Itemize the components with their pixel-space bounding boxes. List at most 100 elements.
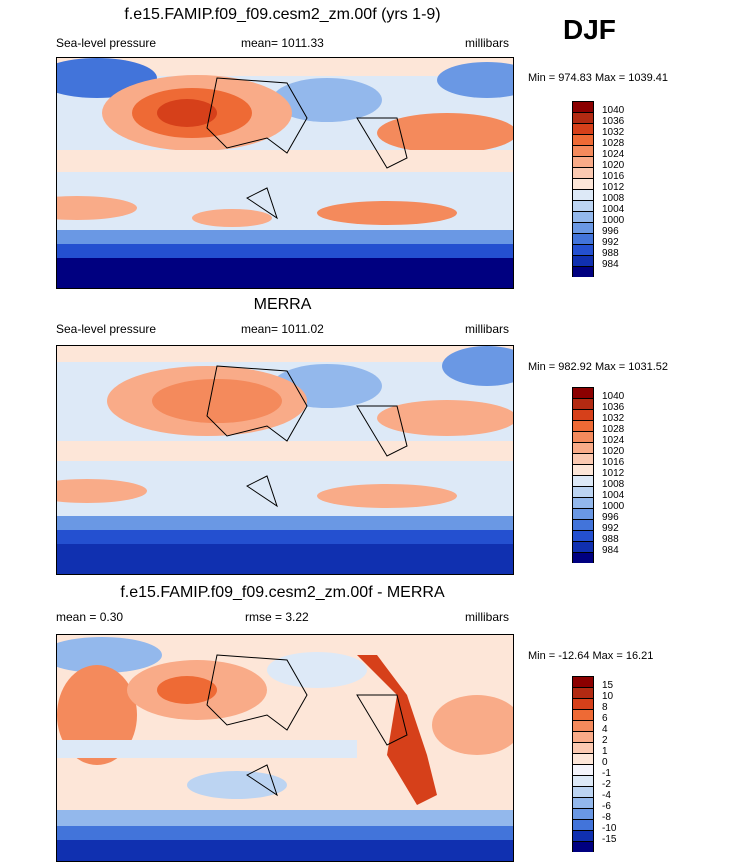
colorbar-swatch [572, 841, 594, 852]
panel2-contour-field [57, 346, 513, 574]
colorbar-swatch [572, 233, 594, 244]
colorbar-label: 1016 [602, 457, 625, 468]
colorbar-label: 1000 [602, 215, 625, 226]
colorbar-label: 992 [602, 237, 619, 248]
colorbar-swatch [572, 475, 594, 486]
panel2-units: millibars [465, 322, 510, 336]
colorbar-label: 0 [602, 757, 608, 768]
panel1-variable: Sea-level pressure [56, 36, 157, 50]
colorbar-swatch [572, 676, 594, 687]
colorbar-swatch [572, 442, 594, 453]
panel2-minmax: Min = 982.92 Max = 1031.52 [528, 361, 669, 373]
colorbar-label: -15 [602, 834, 617, 845]
colorbar-label: 1 [602, 746, 608, 757]
colorbar-swatch [572, 266, 594, 277]
colorbar-swatch [572, 112, 594, 123]
colorbar-label: -4 [602, 790, 611, 801]
colorbar-label: 1028 [602, 424, 625, 435]
panel2-colorbar: 1040 1036 1032 1028 1024 1020 1016 1012 1008 1004… [572, 387, 624, 563]
colorbar-label: 1036 [602, 116, 625, 127]
colorbar-label: 10 [602, 691, 614, 702]
colorbar-swatch [572, 123, 594, 134]
colorbar-swatch [572, 709, 594, 720]
panel1-colorbar: 1040 1036 1032 1028 1024 1020 1016 1012 1008 1004… [572, 101, 624, 277]
colorbar-swatch [572, 830, 594, 841]
colorbar-label: 1028 [602, 138, 625, 149]
panel2-map [56, 345, 514, 575]
colorbar-swatch [572, 431, 594, 442]
colorbar-swatch [572, 552, 594, 563]
colorbar-swatch [572, 134, 594, 145]
colorbar-label: 1020 [602, 446, 625, 457]
colorbar-swatch [572, 387, 594, 398]
panel3-units: millibars [465, 610, 510, 624]
colorbar-label: 4 [602, 724, 608, 735]
colorbar-swatch [572, 731, 594, 742]
colorbar-swatch [572, 222, 594, 233]
colorbar-label: 1024 [602, 149, 625, 160]
colorbar-swatch [572, 808, 594, 819]
colorbar-swatch [572, 420, 594, 431]
colorbar-swatch [572, 486, 594, 497]
colorbar-label: 988 [602, 534, 619, 545]
colorbar-label: 1032 [602, 127, 625, 138]
colorbar-label: -2 [602, 779, 611, 790]
colorbar-label: 1004 [602, 204, 625, 215]
colorbar-swatch [572, 178, 594, 189]
colorbar-label: 1024 [602, 435, 625, 446]
colorbar-swatch [572, 764, 594, 775]
colorbar-label: 1032 [602, 413, 625, 424]
colorbar-label: 984 [602, 545, 619, 556]
colorbar-swatch [572, 508, 594, 519]
panel1-title: f.e15.FAMIP.f09_f09.cesm2_zm.00f (yrs 1-… [124, 6, 441, 23]
colorbar-swatch [572, 541, 594, 552]
colorbar-swatch [572, 211, 594, 222]
colorbar-swatch [572, 200, 594, 211]
colorbar-swatch [572, 687, 594, 698]
colorbar-swatch [572, 497, 594, 508]
colorbar-label: -8 [602, 812, 611, 823]
panel1-map [56, 57, 514, 289]
colorbar-label: 1000 [602, 501, 625, 512]
colorbar-swatch [572, 167, 594, 178]
panel3-rmse: rmse = 3.22 [245, 610, 309, 624]
colorbar-label: 1008 [602, 193, 625, 204]
colorbar-swatch [572, 398, 594, 409]
colorbar-label: 1040 [602, 391, 625, 402]
colorbar-swatch [572, 101, 594, 112]
panel2-mean: mean= 1011.02 [241, 322, 324, 336]
colorbar-label: 1020 [602, 160, 625, 171]
colorbar-swatch [572, 797, 594, 808]
colorbar-swatch [572, 189, 594, 200]
colorbar-label: -6 [602, 801, 611, 812]
colorbar-label: 992 [602, 523, 619, 534]
colorbar-label: 984 [602, 259, 619, 270]
panel3-colorbar: 15 10 8 6 4 2 1 0 -1 -2 -4 -6 -8 -10 -15 [572, 676, 616, 852]
colorbar-swatch [572, 530, 594, 541]
colorbar-label: 15 [602, 680, 614, 691]
colorbar-label: 1012 [602, 468, 625, 479]
panel1-minmax: Min = 974.83 Max = 1039.41 [528, 72, 669, 84]
panel1-mean: mean= 1011.33 [241, 36, 324, 50]
colorbar-label: 6 [602, 713, 608, 724]
colorbar-swatch [572, 156, 594, 167]
panel2-variable: Sea-level pressure [56, 322, 157, 336]
panel3-contour-field [57, 635, 513, 861]
colorbar-swatch [572, 753, 594, 764]
panel1-contour-field [57, 58, 513, 288]
colorbar-swatch [572, 698, 594, 709]
panel3-map [56, 634, 514, 862]
colorbar-label: 2 [602, 735, 608, 746]
colorbar-label: 1016 [602, 171, 625, 182]
colorbar-swatch [572, 409, 594, 420]
colorbar-label: 8 [602, 702, 608, 713]
colorbar-swatch [572, 819, 594, 830]
colorbar-swatch [572, 244, 594, 255]
colorbar-swatch [572, 786, 594, 797]
colorbar-label: 996 [602, 226, 619, 237]
colorbar-label: 1004 [602, 490, 625, 501]
colorbar-label: 988 [602, 248, 619, 259]
colorbar-swatch [572, 464, 594, 475]
colorbar-swatch [572, 720, 594, 731]
colorbar-swatch [572, 775, 594, 786]
